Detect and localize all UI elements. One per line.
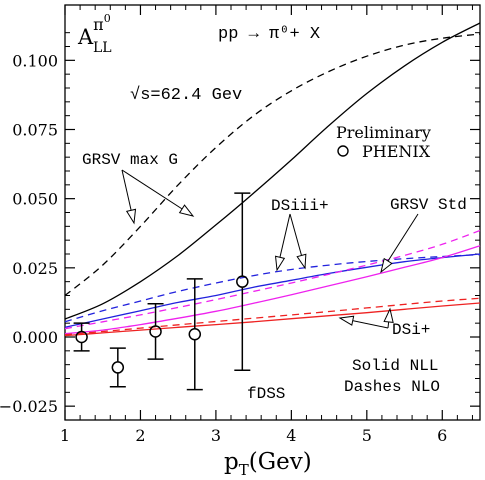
x-label-rest: (Gev): [249, 449, 312, 475]
arrow-grsv-maxg-solid-head: [178, 204, 195, 217]
grsv-std-label: GRSV Std: [390, 196, 467, 214]
x-tick-label: 5: [362, 426, 372, 445]
phenix-data-point: [236, 275, 249, 288]
x-axis-label: pT(Gev): [224, 449, 312, 479]
dsiii-label: DSiii+: [271, 197, 329, 215]
y-tick-label: −0.025: [0, 397, 58, 416]
y-label-sub: LL: [93, 40, 112, 56]
arrow-dsiii-dashed-head: [296, 253, 307, 270]
y-tick-label: 0.000: [12, 328, 58, 347]
axis-ticks: [64, 5, 480, 420]
y-label-sup2: 0: [104, 12, 111, 25]
sqrt-s-label: √s=62.4 Gev: [130, 85, 242, 105]
y-tick-label: 0.100: [12, 51, 58, 70]
x-tick-label: 2: [135, 426, 145, 445]
x-tick-label: 6: [437, 426, 447, 445]
fdss-label: fDSS: [247, 385, 285, 403]
tick-labels: 1 2 3 4 5 6 −0.025 0.000 0.025 0.050 0.075 0.100: [0, 51, 447, 445]
x-tick-label: 3: [211, 426, 221, 445]
legend-solid-label: Solid NLL: [352, 357, 438, 375]
phenix-data-point: [111, 361, 125, 374]
arrow-dsi-solid-head: [338, 315, 355, 326]
phenix-data-point: [149, 325, 162, 338]
y-axis-label: Aπ0: [77, 12, 111, 49]
process-label: pp → π⁰+ X: [218, 25, 320, 44]
phenix-label: PHENIX: [362, 142, 431, 161]
grsv-maxg-label: GRSV max G: [82, 151, 178, 169]
phenix-legend-marker: [337, 145, 349, 157]
arrow-dsi-dashed-head: [383, 307, 394, 323]
x-tick-label: 4: [286, 426, 296, 445]
legend-dashes-label: Dashes NLO: [344, 378, 440, 396]
curve-dsi-nll: [64, 302, 481, 337]
x-label-main: p: [224, 449, 239, 475]
theory-curves: [64, 22, 481, 337]
curve-grsv-std-nll: [64, 245, 481, 335]
y-tick-label: 0.075: [12, 121, 58, 140]
curve-dsiii-nll: [64, 253, 481, 328]
curve-grsv-std-nlo: [64, 229, 481, 330]
curve-grsv-max-g-nll: [64, 22, 481, 320]
curve-dsiii-nlo: [64, 253, 481, 323]
y-tick-label: 0.050: [12, 190, 58, 209]
annotation-arrows: [121, 169, 419, 329]
y-label-main: A: [77, 25, 94, 49]
arrow-grsv-maxg-solid-shaft: [121, 169, 194, 217]
phenix-data-point: [188, 327, 202, 341]
curve-grsv-max-g-nlo: [64, 33, 481, 297]
y-label-sup: π: [93, 15, 104, 34]
dsi-label: DSi+: [392, 321, 430, 339]
x-tick-label: 1: [60, 426, 70, 445]
phenix-data-point: [75, 330, 88, 344]
preliminary-label: Preliminary: [336, 123, 431, 142]
x-label-sub: T: [239, 461, 249, 479]
y-tick-label: 0.025: [12, 259, 58, 278]
phenix-data-points: [73, 192, 251, 391]
arrow-grsv-maxg-dashed-head: [125, 208, 137, 225]
arrow-dsiii-solid-head: [274, 255, 286, 272]
curve-dsi-nlo: [64, 297, 481, 336]
arrow-grsv-std-head: [380, 257, 393, 274]
